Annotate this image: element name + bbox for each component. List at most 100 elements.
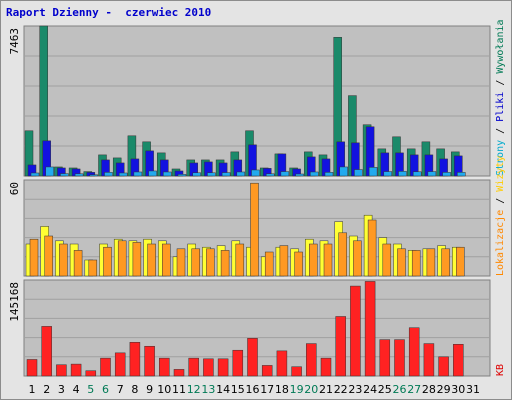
x-tick-label: 19 bbox=[290, 383, 304, 396]
legend-entry: Pliki bbox=[495, 92, 506, 122]
bar-kb-kb-5 bbox=[85, 370, 97, 377]
bar-kb-kb-14 bbox=[217, 358, 229, 377]
bar-pages-strony-24 bbox=[368, 167, 378, 177]
plot-area-pages bbox=[23, 25, 491, 177]
x-tick-label: 12 bbox=[187, 383, 201, 396]
legend-separator: / bbox=[495, 74, 506, 92]
x-tick-label: 25 bbox=[378, 383, 392, 396]
bar-pages-strony-21 bbox=[324, 172, 334, 177]
bar-pages-strony-11 bbox=[177, 174, 187, 177]
legend-entry: Wizyty bbox=[495, 156, 506, 192]
bar-pages-strony-18 bbox=[280, 171, 290, 177]
legend-entry: Strony bbox=[495, 140, 506, 176]
bar-pages-strony-6 bbox=[104, 172, 113, 177]
bar-kb-kb-28 bbox=[423, 343, 435, 377]
bar-pages-strony-14 bbox=[221, 172, 231, 177]
bar-visits-lokalizacje-19 bbox=[294, 251, 303, 277]
bar-visits-lokalizacje-23 bbox=[353, 240, 362, 277]
x-tick-label: 9 bbox=[146, 383, 153, 396]
bar-pages-strony-8 bbox=[133, 171, 143, 177]
bar-pages-strony-25 bbox=[383, 171, 393, 177]
chart-title: Raport Dzienny - czerwiec 2010 bbox=[6, 6, 212, 19]
legend-entry: Lokalizacje bbox=[495, 210, 506, 276]
x-tick-label: 1 bbox=[29, 383, 36, 396]
bar-pages-strony-22 bbox=[339, 166, 348, 177]
x-tick-label: 2 bbox=[43, 383, 50, 396]
y-max-label-pages: 7463 bbox=[8, 28, 21, 55]
bar-visits-lokalizacje-21 bbox=[323, 243, 333, 277]
bar-kb-kb-26 bbox=[394, 339, 405, 377]
bar-visits-lokalizacje-29 bbox=[441, 248, 450, 277]
bar-kb-kb-10 bbox=[159, 357, 170, 377]
bar-visits-lokalizacje-24 bbox=[367, 219, 377, 277]
bar-visits-lokalizacje-22 bbox=[338, 232, 347, 277]
x-tick-label: 17 bbox=[260, 383, 274, 396]
bar-kb-kb-15 bbox=[232, 349, 244, 377]
bar-visits-lokalizacje-5 bbox=[88, 259, 98, 277]
x-tick-label: 4 bbox=[73, 383, 80, 396]
x-tick-label: 30 bbox=[451, 383, 465, 396]
bar-pages-strony-30 bbox=[457, 172, 466, 177]
y-max-label-kb: 145168 bbox=[8, 282, 21, 322]
x-tick-label: 6 bbox=[102, 383, 109, 396]
bar-visits-lokalizacje-16 bbox=[250, 182, 259, 277]
bar-visits-lokalizacje-25 bbox=[382, 243, 392, 277]
bar-visits-lokalizacje-4 bbox=[73, 250, 83, 277]
bar-visits-lokalizacje-27 bbox=[411, 250, 421, 277]
legend-separator: / bbox=[495, 122, 506, 140]
legend-pages: Strony / Pliki / Wywołania bbox=[495, 19, 506, 176]
bar-visits-lokalizacje-11 bbox=[176, 248, 186, 277]
x-tick-label: 22 bbox=[334, 383, 348, 396]
bar-visits-lokalizacje-15 bbox=[235, 243, 245, 277]
x-tick-label: 21 bbox=[319, 383, 333, 396]
bar-kb-kb-2 bbox=[41, 326, 52, 377]
bar-visits-lokalizacje-2 bbox=[44, 235, 53, 277]
x-tick-label: 10 bbox=[157, 383, 171, 396]
bar-kb-kb-25 bbox=[379, 339, 391, 377]
bar-visits-lokalizacje-30 bbox=[456, 246, 465, 277]
bar-pages-strony-13 bbox=[207, 172, 216, 177]
x-tick-label: 24 bbox=[363, 383, 377, 396]
x-tick-label: 28 bbox=[422, 383, 436, 396]
x-tick-label: 20 bbox=[304, 383, 318, 396]
bar-pages-strony-4 bbox=[74, 173, 84, 177]
bar-pages-strony-3 bbox=[60, 173, 69, 177]
x-tick-label: 3 bbox=[58, 383, 65, 396]
bar-visits-lokalizacje-18 bbox=[279, 245, 289, 277]
bar-kb-kb-24 bbox=[364, 281, 376, 377]
bar-kb-kb-4 bbox=[70, 363, 82, 377]
x-tick-label: 7 bbox=[117, 383, 124, 396]
legend-visits: Lokalizacje / Wizyty bbox=[495, 156, 506, 276]
bar-pages-strony-15 bbox=[236, 171, 246, 177]
bar-visits-lokalizacje-10 bbox=[162, 243, 171, 277]
bar-visits-lokalizacje-7 bbox=[117, 240, 127, 277]
bar-pages-strony-27 bbox=[412, 171, 422, 177]
x-tick-label: 16 bbox=[246, 383, 260, 396]
x-tick-label: 13 bbox=[201, 383, 215, 396]
x-tick-label: 5 bbox=[87, 383, 94, 396]
bar-kb-kb-21 bbox=[320, 357, 332, 377]
bar-kb-kb-19 bbox=[291, 366, 302, 377]
x-tick-label: 26 bbox=[393, 383, 407, 396]
bar-kb-kb-12 bbox=[188, 357, 199, 377]
x-tick-label: 27 bbox=[407, 383, 421, 396]
bar-pages-strony-10 bbox=[163, 171, 172, 177]
bar-visits-lokalizacje-6 bbox=[103, 246, 112, 277]
y-max-label-visits: 60 bbox=[8, 182, 21, 195]
bar-kb-kb-13 bbox=[203, 358, 214, 377]
bar-kb-kb-1 bbox=[26, 359, 38, 377]
x-tick-label: 29 bbox=[437, 383, 451, 396]
bar-pages-strony-2 bbox=[45, 166, 54, 177]
bar-kb-kb-8 bbox=[129, 342, 141, 377]
x-tick-label: 18 bbox=[275, 383, 289, 396]
bar-kb-kb-29 bbox=[438, 356, 449, 377]
x-tick-label: 31 bbox=[466, 383, 480, 396]
bar-kb-kb-18 bbox=[276, 350, 288, 377]
legend-separator: / bbox=[495, 192, 506, 210]
bar-pages-strony-28 bbox=[427, 171, 437, 177]
bar-visits-lokalizacje-3 bbox=[59, 243, 68, 277]
bar-visits-lokalizacje-8 bbox=[132, 242, 142, 277]
bar-pages-strony-29 bbox=[442, 172, 451, 177]
bar-kb-kb-20 bbox=[306, 343, 317, 377]
bar-visits-lokalizacje-13 bbox=[206, 248, 215, 277]
